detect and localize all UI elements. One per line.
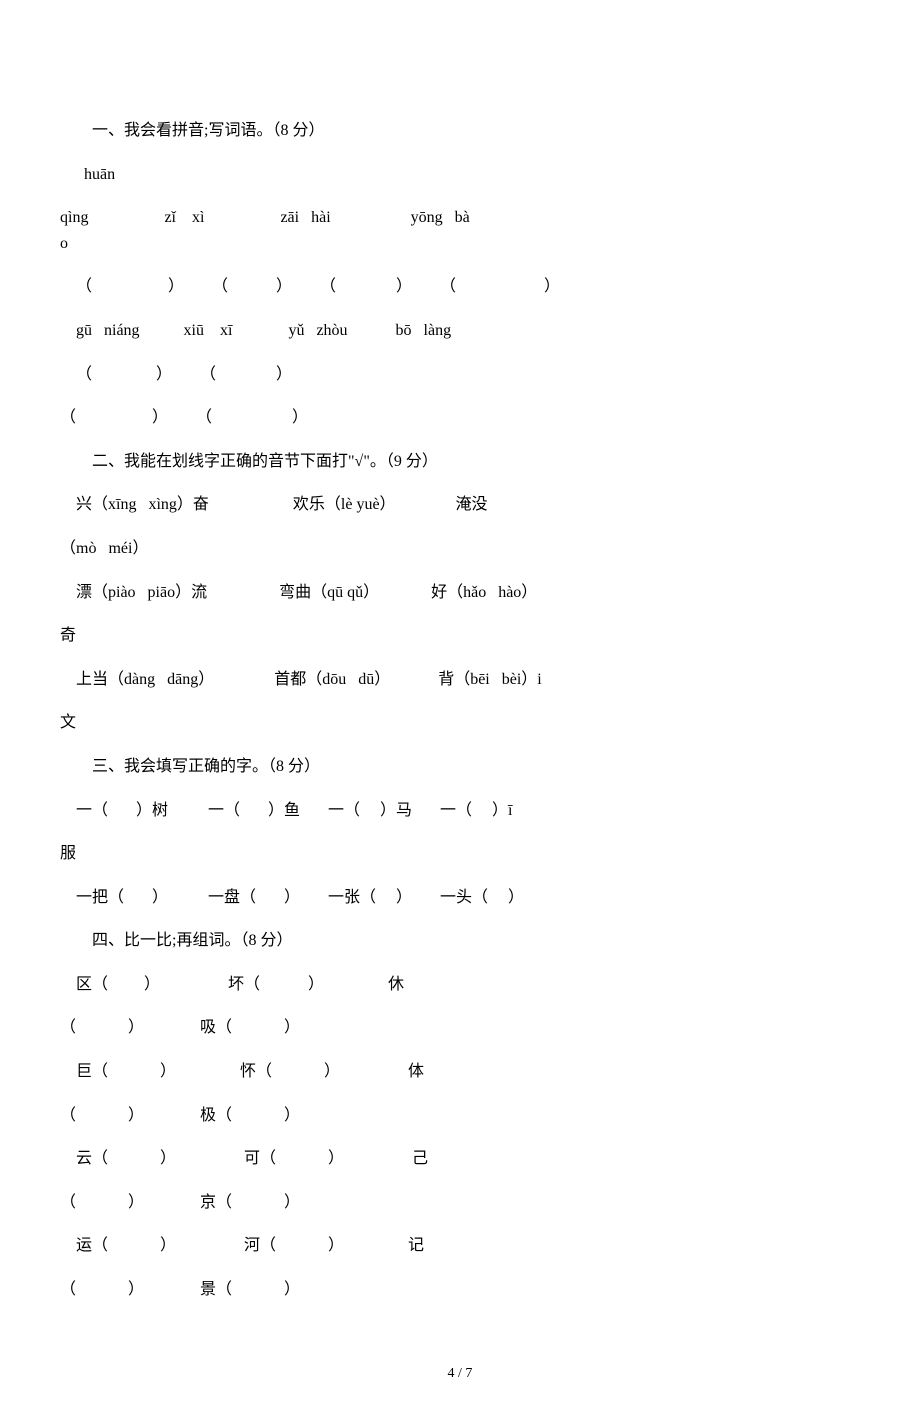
- section2-line2b: 奇: [60, 623, 860, 649]
- section1-row2-blanks2: （ ） （ ）: [60, 405, 860, 431]
- page-footer: 4 / 7: [60, 1363, 860, 1385]
- section4-title: 四、比一比;再组词。（8 分）: [60, 928, 860, 954]
- section4-line4a: 运（ ） 河（ ） 记: [60, 1233, 860, 1259]
- section4-line1a: 区（ ） 坏（ ） 休: [60, 972, 860, 998]
- section3-title: 三、我会填写正确的字。（8 分）: [60, 754, 860, 780]
- section2-line3b: 文: [60, 710, 860, 736]
- section2-line1a: 兴（xīng xìng）奋 欢乐（lè yuè） 淹没: [60, 492, 860, 518]
- section3-line2: 一把（ ） 一盘（ ） 一张（ ） 一头（ ）: [60, 885, 860, 911]
- section4-line1b: （ ） 吸（ ）: [60, 1015, 860, 1041]
- section3-line1b: 服: [60, 841, 860, 867]
- section4-line2a: 巨（ ） 怀（ ） 体: [60, 1059, 860, 1085]
- section1-row1-blanks: （ ） （ ） （ ） （ ）: [60, 274, 860, 300]
- section1-row2-blanks1: （ ） （ ）: [60, 362, 860, 388]
- section2-line1b: （mò méi）: [60, 536, 860, 562]
- section2-title: 二、我能在划线字正确的音节下面打"√"。（9 分）: [60, 449, 860, 475]
- section4-line3b: （ ） 京（ ）: [60, 1190, 860, 1216]
- section4-line4b: （ ） 景（ ）: [60, 1277, 860, 1303]
- section1-row1-pinyin2: qìng zǐ xì zāi hài yōng bà: [60, 205, 860, 231]
- page-content: 一、我会看拼音;写词语。（8 分） huān qìng zǐ xì zāi hà…: [0, 0, 920, 1425]
- section1-row2-pinyin: gū niáng xiū xī yǔ zhòu bō làng: [60, 318, 860, 344]
- section1-row1-pinyin1: huān: [60, 162, 860, 188]
- section4-line2b: （ ） 极（ ）: [60, 1103, 860, 1129]
- section1-row1-pinyin3: o: [60, 231, 860, 257]
- section3-line1a: 一（ ）树 一（ ）鱼 一（ ）马 一（ ）ī: [60, 798, 860, 824]
- section1-title: 一、我会看拼音;写词语。（8 分）: [60, 118, 860, 144]
- section4-line3a: 云（ ） 可（ ） 己: [60, 1146, 860, 1172]
- section2-line2a: 漂（piào piāo）流 弯曲（qū qǔ） 好（hǎo hào）: [60, 580, 860, 606]
- section2-line3a: 上当（dàng dāng） 首都（dōu dū） 背（bēi bèi）i: [60, 667, 860, 693]
